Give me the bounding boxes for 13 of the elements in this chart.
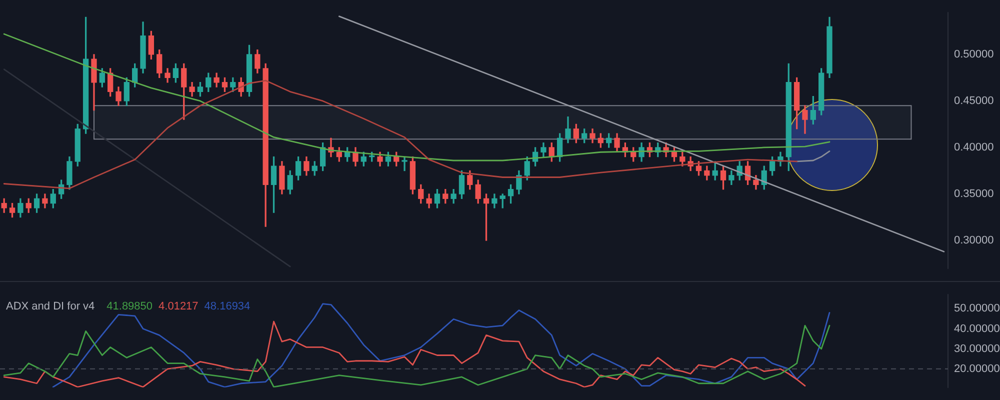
annotation: 4.01217 <box>158 300 198 313</box>
y-tick-label: 0.30000 <box>954 234 994 247</box>
annotation: 48.16934 <box>204 300 250 313</box>
y-tick-label: 30.00000 <box>954 342 1000 355</box>
y-tick-label: 0.45000 <box>954 95 994 107</box>
y-tick-label: 0.40000 <box>954 142 994 154</box>
y-tick-label: 0.50000 <box>954 48 994 60</box>
text: ADX and DI for v4 <box>6 300 95 313</box>
y-tick-label: 20.00000 <box>954 362 1000 375</box>
y-tick-label: 40.00000 <box>954 322 1000 335</box>
y-tick-label: 0.35000 <box>954 188 994 200</box>
y-tick-label: 50.00000 <box>954 302 1000 315</box>
annotation: 41.89850 <box>106 300 153 313</box>
